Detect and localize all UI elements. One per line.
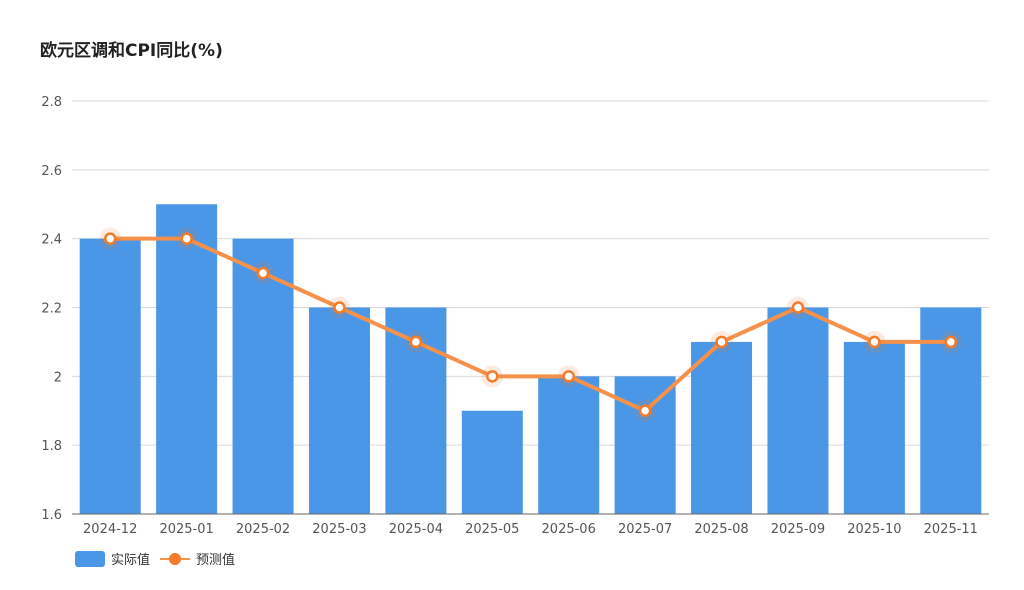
forecast-point-2025-05[interactable] xyxy=(486,370,499,383)
legend: 实际值 预测值 xyxy=(75,549,235,568)
bar-2025-01[interactable] xyxy=(156,204,218,514)
forecast-point-2025-10[interactable] xyxy=(868,335,881,349)
forecast-point-2025-06[interactable] xyxy=(562,370,575,383)
bar-2025-07[interactable] xyxy=(614,376,676,514)
y-tick-label: 1.8 xyxy=(41,439,62,454)
x-tick-label: 2024-12 xyxy=(83,522,137,537)
legend-item-forecast[interactable]: 预测值 xyxy=(160,549,235,568)
legend-line-dot xyxy=(169,552,182,565)
legend-line-swatch xyxy=(160,551,191,567)
y-tick-label: 2.2 xyxy=(41,302,62,317)
forecast-point-2025-08[interactable] xyxy=(715,335,728,349)
bar-2025-03[interactable] xyxy=(308,307,370,515)
x-tick-label: 2025-09 xyxy=(771,522,825,537)
bar-2025-05[interactable] xyxy=(461,410,523,514)
y-tick-label: 2.4 xyxy=(41,233,62,248)
y-tick-label: 2.8 xyxy=(41,95,62,110)
forecast-point-2025-04[interactable] xyxy=(409,335,423,349)
legend-label-forecast: 预测值 xyxy=(196,553,236,568)
bar-series xyxy=(79,204,982,515)
forecast-point-2025-03[interactable] xyxy=(333,301,346,314)
forecast-point-2025-02[interactable] xyxy=(256,266,270,280)
legend-label-actual: 实际值 xyxy=(111,553,151,568)
forecast-point-2025-07[interactable] xyxy=(638,404,652,417)
forecast-point-2025-01[interactable] xyxy=(180,232,193,245)
y-tick-label: 2 xyxy=(54,370,62,385)
x-tick-label: 2025-02 xyxy=(236,522,290,537)
y-tick-label: 2.6 xyxy=(41,164,62,179)
x-tick-label: 2025-03 xyxy=(312,522,366,537)
legend-bar-swatch xyxy=(75,550,105,567)
bar-2025-10[interactable] xyxy=(843,341,905,514)
forecast-point-2024-12[interactable] xyxy=(103,232,117,245)
x-tick-label: 2025-11 xyxy=(924,522,978,537)
legend-item-actual[interactable]: 实际值 xyxy=(75,549,150,568)
x-tick-label: 2025-05 xyxy=(465,522,519,537)
bar-2024-12[interactable] xyxy=(79,238,141,514)
x-tick-label: 2025-07 xyxy=(618,522,672,537)
x-axis-ticks: 2024-12 2025-01 2025-02 2025-03 2025-04 2025-… xyxy=(83,522,978,537)
x-tick-label: 2025-10 xyxy=(847,522,901,537)
x-tick-label: 2025-08 xyxy=(694,522,748,537)
y-axis-ticks: 1.6 1.8 2 2.2 2.4 2.6 2.8 xyxy=(41,95,62,523)
bar-2025-09[interactable] xyxy=(767,307,829,515)
forecast-point-2025-11[interactable] xyxy=(944,335,958,349)
x-tick-label: 2025-04 xyxy=(389,522,443,537)
forecast-line xyxy=(110,236,951,413)
bar-2025-06[interactable] xyxy=(538,376,600,514)
x-tick-label: 2025-06 xyxy=(542,522,596,537)
x-tick-label: 2025-01 xyxy=(159,522,213,537)
y-tick-label: 1.6 xyxy=(41,508,62,523)
line-series xyxy=(99,227,962,422)
bar-2025-02[interactable] xyxy=(232,238,294,514)
bar-2025-08[interactable] xyxy=(691,341,753,514)
chart-title: 欧元区调和CPI同比(%) xyxy=(40,41,223,61)
forecast-point-2025-09[interactable] xyxy=(791,301,805,314)
